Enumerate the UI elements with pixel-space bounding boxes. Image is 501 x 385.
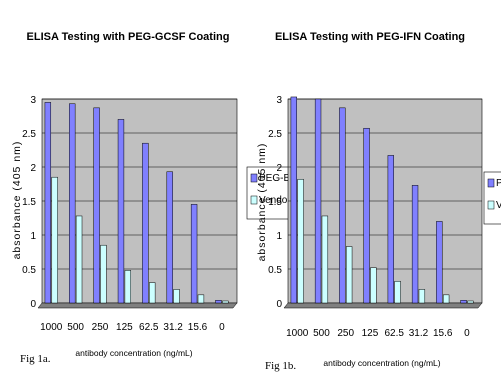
bar-peg-b-47 xyxy=(363,127,370,304)
y-tick-label: 0.5 xyxy=(22,265,36,276)
bar-peg-b-47 xyxy=(411,185,419,304)
plot-floor xyxy=(283,302,483,309)
legend-label-peg-b-47: PEG-B-47 xyxy=(259,173,305,184)
legend-label-peg-b-47: PEG-B-47 xyxy=(496,178,501,189)
x-tick-label: 62.5 xyxy=(139,322,159,333)
y-tick-label: 3 xyxy=(276,95,282,106)
bar-vendor-a xyxy=(394,280,401,304)
x-tick-label: 15.6 xyxy=(188,322,208,333)
bar-peg-b-47 xyxy=(314,98,322,304)
x-tick-label: 62.5 xyxy=(384,328,404,339)
bar-vendor-a xyxy=(370,267,377,304)
y-tick-label: 0 xyxy=(276,299,282,310)
bar-peg-b-47 xyxy=(166,171,173,304)
chart-title: ELISA Testing with PEG-IFN Coating xyxy=(275,31,465,43)
bar-vendor-a xyxy=(197,294,205,304)
bar-peg-b-47 xyxy=(69,103,76,304)
bar-vendor-a xyxy=(75,215,83,304)
y-tick-label: 3 xyxy=(30,95,36,106)
chart-title: ELISA Testing with PEG-GCSF Coating xyxy=(27,31,230,43)
legend: PEG-B-47 Vendor A xyxy=(483,171,501,225)
bar-vendor-a xyxy=(222,300,229,304)
y-tick-label: 2 xyxy=(30,163,36,174)
bar-vendor-a xyxy=(51,176,58,304)
bar-vendor-a xyxy=(467,300,474,304)
bar-vendor-a xyxy=(100,244,107,304)
bar-vendor-a xyxy=(297,178,304,304)
legend-label-vendor-a: Vendor A xyxy=(259,195,300,206)
bar-vendor-a xyxy=(442,294,450,304)
y-tick-label: 2.5 xyxy=(22,129,36,140)
x-tick-label: 0 xyxy=(219,322,225,333)
x-tick-label: 500 xyxy=(67,322,84,333)
bar-vendor-a xyxy=(345,246,353,304)
x-tick-label: 250 xyxy=(337,328,354,339)
bar-vendor-a xyxy=(173,289,180,304)
x-tick-label: 125 xyxy=(362,328,379,339)
x-tick-label: 250 xyxy=(92,322,109,333)
y-tick-label: 1 xyxy=(30,231,36,242)
y-tick-label: 0 xyxy=(30,299,36,310)
x-axis-label: antibody concentration (ng/mL) xyxy=(75,348,192,358)
legend-swatch-peg-b-47 xyxy=(487,178,495,188)
y-tick-label: 0.5 xyxy=(268,265,282,276)
y-tick-label: 1 xyxy=(276,231,282,242)
bar-peg-b-47 xyxy=(117,119,125,304)
bar-vendor-a xyxy=(321,215,329,304)
bar-peg-b-47 xyxy=(460,300,467,304)
plot-floor xyxy=(37,302,238,309)
y-axis-label: absorbance (405 nm) xyxy=(256,143,268,262)
x-tick-label: 31.2 xyxy=(163,322,183,333)
bar-peg-b-47 xyxy=(215,300,222,304)
y-tick-label: 2 xyxy=(276,163,282,174)
bar-peg-b-47 xyxy=(436,221,443,304)
x-tick-label: 125 xyxy=(116,322,133,333)
bar-peg-b-47 xyxy=(93,107,100,304)
legend-swatch-vendor-a xyxy=(487,200,495,210)
bar-peg-b-47 xyxy=(339,107,346,304)
bar-vendor-a xyxy=(418,289,426,304)
x-tick-label: 500 xyxy=(313,328,330,339)
bar-peg-b-47 xyxy=(44,102,52,304)
chart-peg-gcsf: ELISA Testing with PEG-GCSF Coating 0 0.5 1… xyxy=(11,31,305,365)
y-tick-label: 1.5 xyxy=(268,197,282,208)
legend-swatch-vendor-a xyxy=(250,195,258,205)
y-tick-label: 1.5 xyxy=(22,197,36,208)
figure-label: Fig 1a. xyxy=(20,353,51,365)
legend-swatch-peg-b-47 xyxy=(250,173,258,183)
x-tick-label: 1000 xyxy=(286,328,309,339)
bar-peg-b-47 xyxy=(190,204,198,304)
legend-label-vendor-a: Vendor A xyxy=(496,200,501,211)
bar-vendor-a xyxy=(124,270,132,304)
x-tick-label: 15.6 xyxy=(433,328,453,339)
chart-peg-ifn: ELISA Testing with PEG-IFN Coating 0 0.5 1 1… xyxy=(256,31,501,372)
bar-peg-b-47 xyxy=(387,155,394,304)
figure-label: Fig 1b. xyxy=(265,360,296,372)
y-axis-label: absorbance (405 nm) xyxy=(11,141,23,260)
x-tick-label: 0 xyxy=(464,328,470,339)
bar-peg-b-47 xyxy=(142,142,149,304)
bar-peg-b-47 xyxy=(290,96,297,304)
x-axis-label: antibody concentration (ng/mL) xyxy=(323,358,440,368)
bar-vendor-a xyxy=(149,282,156,304)
y-tick-label: 2.5 xyxy=(268,129,282,140)
x-tick-label: 1000 xyxy=(40,322,63,333)
x-tick-label: 31.2 xyxy=(409,328,429,339)
